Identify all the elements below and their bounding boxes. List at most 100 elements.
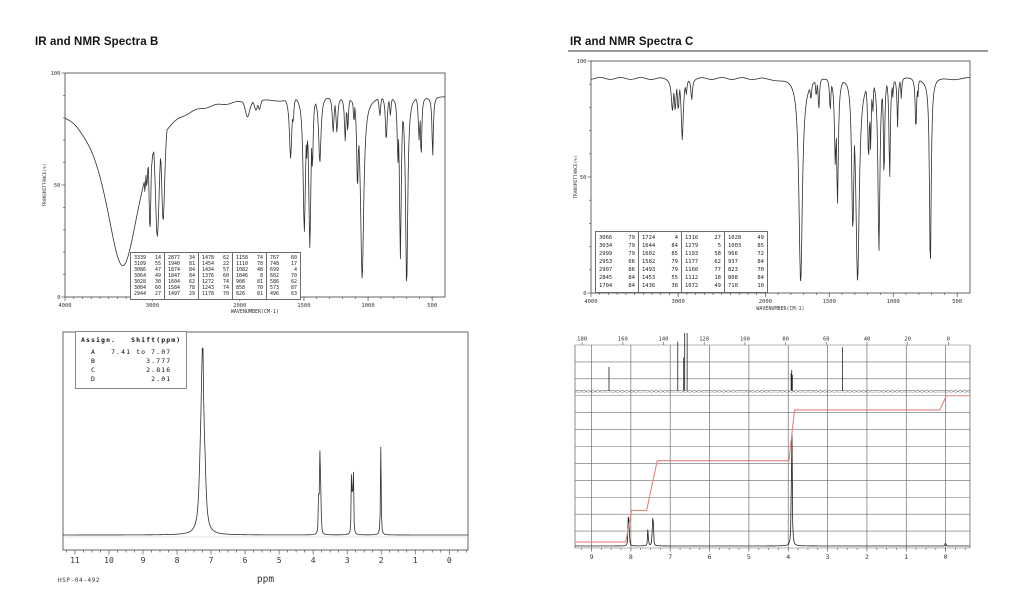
svg-text:160: 160 [618,337,628,343]
panel-c-title-rule [568,50,988,52]
peak-table-cell: 1028 49 [728,235,764,241]
peak-table-column: 2877 34 1940 81 1874 84 1847 84 1604 62 1584 78 1497… [165,253,199,299]
svg-text:TRANSMITTANCE(%): TRANSMITTANCE(%) [573,155,579,198]
peak-table-cell: 3034 79 [599,243,635,249]
panel-c-title: IR and NMR Spectra C [570,36,694,48]
svg-text:7: 7 [668,553,672,561]
svg-text:0: 0 [447,556,452,565]
svg-text:4: 4 [786,553,790,561]
ir-spectrum-b-chart: 100 50 0 4000 3000 2000 1500 1000 500 WAVENUMBER(… [38,58,450,316]
svg-text:WAVENUMBER(CM-1): WAVENUMBER(CM-1) [756,306,804,312]
assign-table-row: B 3.777 [81,357,172,365]
svg-text:500: 500 [952,299,962,305]
svg-text:8: 8 [629,553,633,561]
svg-text:1: 1 [904,553,908,561]
svg-text:40: 40 [864,337,871,343]
peak-table-cell: 826 81 [236,291,263,297]
svg-text:0: 0 [583,291,586,297]
peak-table-cell: 1178 70 [202,291,229,297]
svg-text:50: 50 [54,183,61,189]
svg-text:1000: 1000 [887,299,900,305]
assign-table-row: D 2.01 [81,375,172,383]
svg-text:2000: 2000 [759,299,772,305]
svg-text:2: 2 [379,556,384,565]
peak-table-cell: 1497 29 [168,291,195,297]
peak-table-column: 1724 4 1644 84 1602 85 1582 79 1493 79 1453 55 1436 3… [639,232,682,292]
peak-table-cell: 1602 85 [642,251,678,257]
peak-table-cell: 3004 60 [134,285,161,291]
nmr-spectrum-c-chart: 180 160 140 120 100 80 60 40 20 0 9 8 7 6 5 4 3 2 1 0 [568,333,1008,573]
nmr-spectrum-b-chart: 11 10 9 8 7 6 5 4 3 2 1 0 ppm Assign. Shift(ppm) A 7… [30,326,470,590]
svg-text:10: 10 [104,556,114,565]
peak-table-cell: 1072 49 [685,283,721,289]
svg-text:5: 5 [747,553,751,561]
svg-text:100: 100 [740,337,750,343]
peak-table-cell: 3064 49 [134,273,161,279]
svg-text:WAVENUMBER(CM-1): WAVENUMBER(CM-1) [231,309,279,315]
peak-table-cell: 1243 74 [202,285,229,291]
peak-table-cell: 808 84 [728,275,764,281]
peak-table-cell: 602 70 [270,273,297,279]
peak-table-cell: 858 70 [236,285,263,291]
svg-text:9: 9 [141,556,146,565]
svg-text:3000: 3000 [672,299,685,305]
peak-table-column: 1478 62 1454 22 1434 57 1376 60 1272 74 1243 74 1178… [199,253,233,299]
nmr-b-assignment-table: Assign. Shift(ppm) A 7.41 to 7.07 B 3.77… [75,331,188,389]
svg-text:TRANSMITTANCE(%): TRANSMITTANCE(%) [42,163,48,206]
peak-table-cell: 1454 22 [202,261,229,267]
peak-table-cell: 2999 79 [599,251,635,257]
svg-text:6: 6 [243,556,248,565]
svg-text:5: 5 [277,556,282,565]
peak-table-cell: 1158 74 [236,255,263,261]
peak-table-cell: 1478 62 [202,255,229,261]
svg-text:0: 0 [947,337,950,343]
svg-text:1500: 1500 [823,299,836,305]
svg-text:11: 11 [70,556,80,565]
peak-table-cell: 823 70 [728,267,764,273]
svg-text:8: 8 [175,556,180,565]
svg-text:120: 120 [699,337,709,343]
svg-text:3: 3 [345,556,350,565]
peak-table-cell: 1584 78 [168,285,195,291]
svg-text:100: 100 [577,59,587,65]
ir-b-peak-table: 3339 14 3109 55 3086 47 3064 49 3028 30 3004 60 2944… [130,252,301,300]
peak-table-cell: 1112 18 [685,275,721,281]
peak-table-cell: 1724 4 [642,235,678,241]
ir-spectrum-c-chart: 100 50 0 4000 3000 2000 1500 1000 500 WAVENUMBER(… [572,55,1008,313]
peak-table-cell: 1316 27 [685,235,721,241]
svg-text:9: 9 [590,553,594,561]
peak-table-column: 3066 79 3034 79 2999 79 2953 66 2907 86 2845 84 1704… [596,232,639,292]
peak-table-cell: 1046 8 [236,273,263,279]
svg-text:4000: 4000 [584,299,597,305]
peak-table-cell: 1279 5 [685,243,721,249]
panel-b-title: IR and NMR Spectra B [35,36,159,48]
svg-text:2: 2 [865,553,869,561]
peak-table-column: 3339 14 3109 55 3086 47 3064 49 3028 30 3004 60 2944… [131,253,165,299]
peak-table-cell: 3109 55 [134,261,161,267]
svg-text:0: 0 [57,295,60,301]
peak-table-cell: 3339 14 [134,255,161,261]
peak-table-cell: 1874 84 [168,267,195,273]
peak-table-cell: 1644 84 [642,243,678,249]
peak-table-cell: 1110 78 [236,261,263,267]
peak-table-cell: 1493 79 [642,267,678,273]
peak-table-cell: 496 63 [270,291,297,297]
peak-table-cell: 3066 79 [599,235,635,241]
svg-text:6: 6 [708,553,712,561]
nmr-b-sample-id: HSP-04-492 [58,577,101,584]
peak-table-cell: 2877 34 [168,255,195,261]
peak-table-cell: 2907 86 [599,267,635,273]
peak-table-cell: 1847 84 [168,273,195,279]
svg-text:1000: 1000 [361,303,374,309]
svg-text:20: 20 [904,337,911,343]
svg-text:80: 80 [782,337,789,343]
peak-table-cell: 1177 62 [685,259,721,265]
assign-table-row: A 7.41 to 7.07 [81,348,172,356]
peak-table-cell: 1582 79 [642,259,678,265]
peak-table-column: 767 60 748 17 699 4 602 70 586 62 573 87 496 63 [267,253,300,299]
svg-text:1: 1 [413,556,418,565]
ir-c-peak-table: 3066 79 3034 79 2999 79 2953 66 2907 86 2845 84 1704… [595,231,768,293]
peak-table-cell: 1082 48 [236,267,263,273]
peak-table-cell: 1604 62 [168,279,195,285]
